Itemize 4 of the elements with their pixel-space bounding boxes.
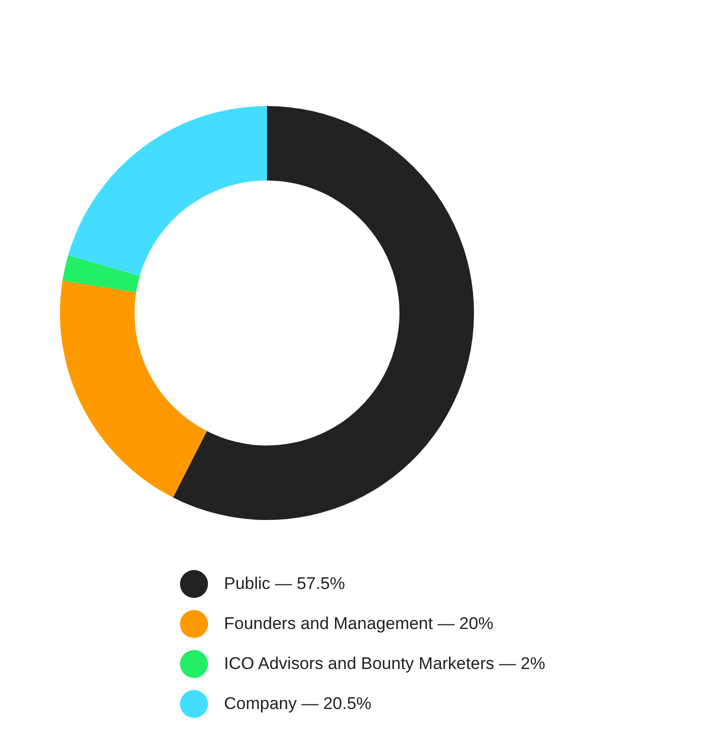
legend-label: ICO Advisors and Bounty Marketers — 2%	[224, 654, 546, 674]
legend-label: Founders and Management — 20%	[224, 614, 494, 634]
legend-label: Company — 20.5%	[224, 694, 372, 714]
legend-label: Public — 57.5%	[224, 574, 345, 594]
